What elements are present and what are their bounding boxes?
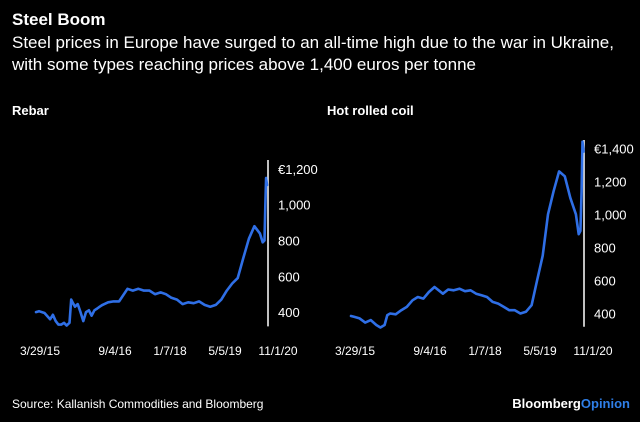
x-tick-label: 11/1/20: [573, 344, 612, 358]
chart-title: Steel Boom: [12, 10, 106, 29]
x-tick-label: 1/7/18: [153, 344, 187, 358]
x-tick-label: 3/29/15: [20, 344, 60, 358]
source-note: Source: Kallanish Commodities and Bloomb…: [12, 397, 264, 411]
y-tick-label: 400: [278, 305, 300, 320]
brand-main: Bloomberg: [512, 396, 581, 411]
y-tick-label: 600: [594, 273, 616, 288]
chart-subtitle: Steel prices in Europe have surged to an…: [12, 33, 614, 74]
y-tick-label: 1,000: [278, 198, 311, 213]
x-tick-label: 1/7/18: [468, 344, 502, 358]
y-tick-label: €1,200: [278, 162, 318, 177]
y-tick-label: 400: [594, 306, 616, 321]
y-tick-label: 1,000: [594, 207, 627, 222]
price-line-hot-rolled-coil: [349, 140, 585, 329]
y-tick-label: 600: [278, 269, 300, 284]
x-tick-label: 9/4/16: [98, 344, 132, 358]
brand-logo: BloombergOpinion: [512, 396, 630, 411]
panel-title-hot-rolled-coil: Hot rolled coil: [327, 103, 414, 118]
x-tick-label: 11/1/20: [258, 344, 297, 358]
panel-title-rebar: Rebar: [12, 103, 49, 118]
x-tick-label: 9/4/16: [413, 344, 447, 358]
brand-accent: Opinion: [580, 396, 630, 411]
x-tick-label: 5/5/19: [208, 344, 242, 358]
y-tick-label: €1,400: [594, 141, 634, 156]
price-line-rebar: [34, 176, 269, 327]
y-tick-label: 1,200: [594, 174, 627, 189]
y-tick-label: 800: [594, 240, 616, 255]
x-tick-label: 3/29/15: [335, 344, 375, 358]
y-tick-label: 800: [278, 234, 300, 249]
x-tick-label: 5/5/19: [523, 344, 557, 358]
